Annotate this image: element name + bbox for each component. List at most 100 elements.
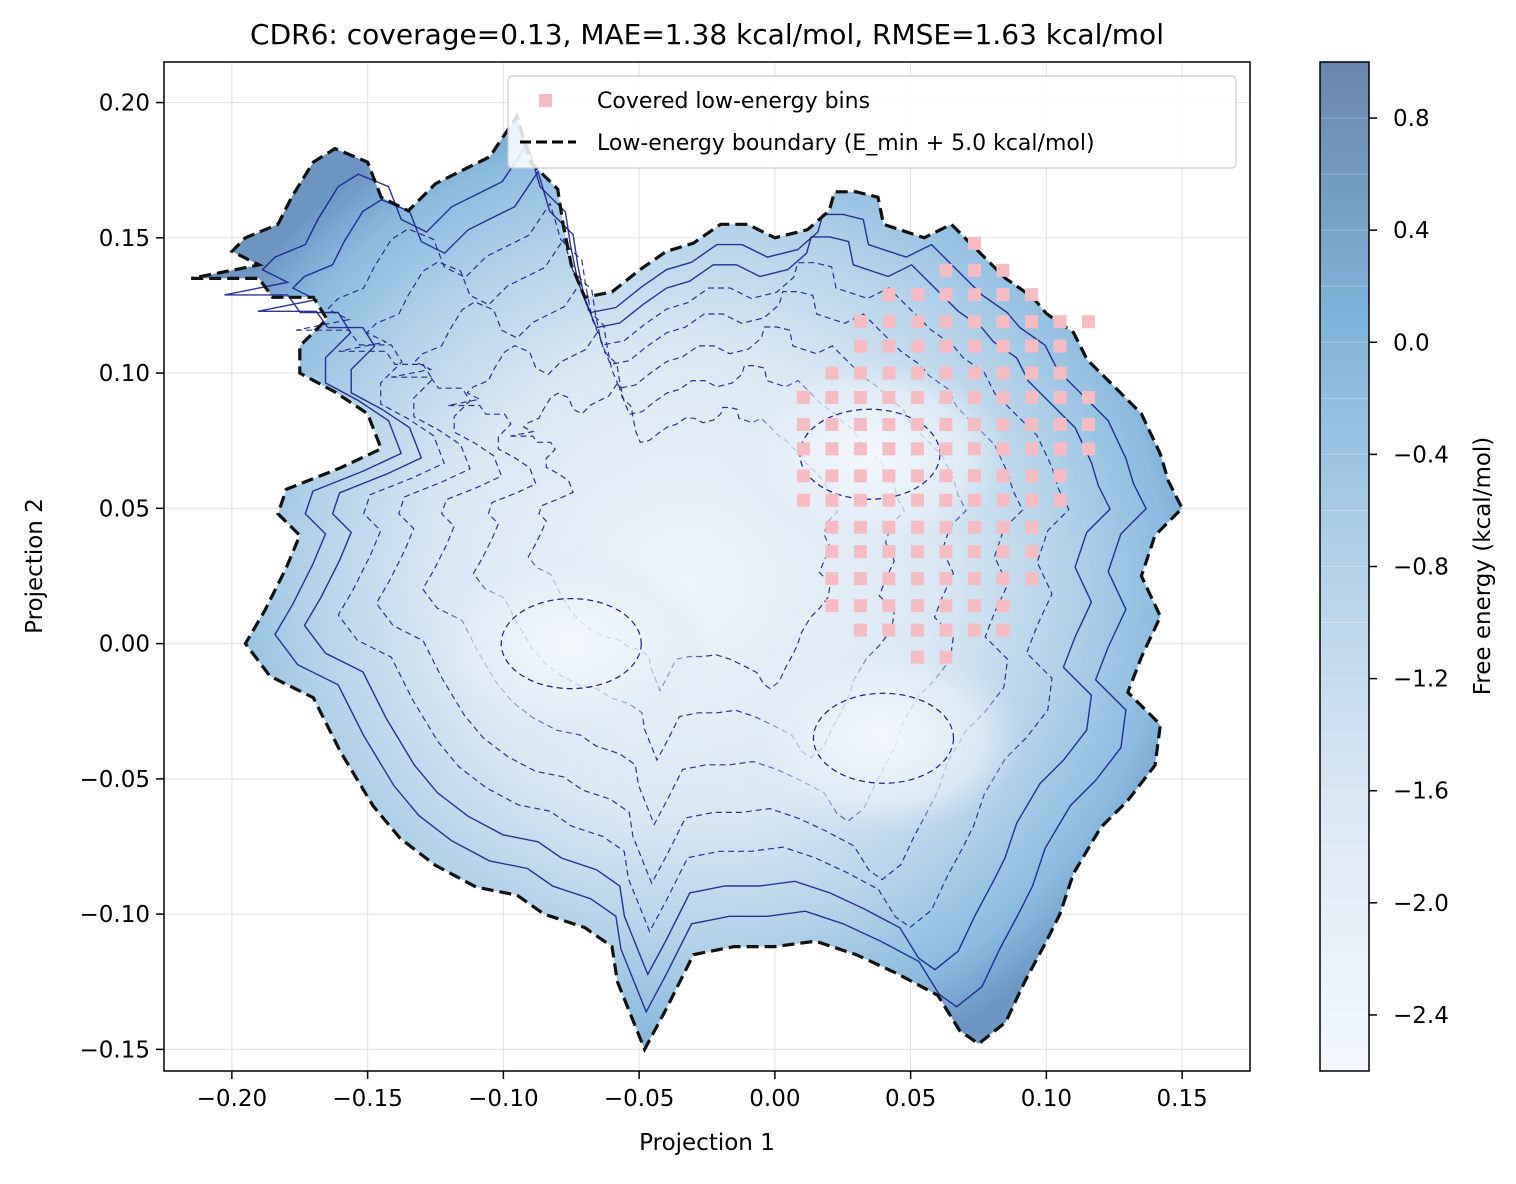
covered-bin xyxy=(1024,545,1038,559)
covered-bin xyxy=(939,390,953,404)
covered-bin xyxy=(996,520,1010,534)
covered-bin xyxy=(939,572,953,586)
covered-bins-layer xyxy=(796,236,1095,664)
y-tick-label: 0.00 xyxy=(99,632,150,658)
free-energy-landscape xyxy=(190,112,1185,1054)
covered-bin xyxy=(825,545,839,559)
colorbar-tick-label: −2.4 xyxy=(1393,1003,1449,1029)
colorbar: −2.4 −2.0 −1.6 −1.2 −0.8 −0.4 0.0 0.4 0.8 Free e… xyxy=(1319,61,1496,1072)
covered-bin xyxy=(996,545,1010,559)
y-tick-label: 0.10 xyxy=(99,361,150,387)
low-energy-boundary xyxy=(190,112,1185,1054)
energy-contour xyxy=(391,281,967,826)
colorbar-tick-label: 0.4 xyxy=(1393,218,1430,244)
covered-bin xyxy=(1053,417,1067,431)
y-axis-label: Projection 2 xyxy=(22,498,48,634)
covered-bin xyxy=(939,417,953,431)
covered-bin xyxy=(939,545,953,559)
covered-bin xyxy=(910,469,924,483)
covered-bin xyxy=(939,288,953,302)
colorbar-label: Free energy (kcal/mol) xyxy=(1470,437,1496,696)
colorbar-tick-label: 0.0 xyxy=(1393,330,1430,356)
covered-bin xyxy=(910,442,924,456)
covered-bin xyxy=(939,650,953,664)
covered-bin xyxy=(882,417,896,431)
colorbar-ticks: −2.4 −2.0 −1.6 −1.2 −0.8 −0.4 0.0 0.4 0.8 xyxy=(1369,106,1449,1029)
covered-bin xyxy=(910,288,924,302)
covered-bin xyxy=(825,520,839,534)
covered-bin xyxy=(910,390,924,404)
covered-bin xyxy=(853,599,867,613)
covered-bin xyxy=(853,366,867,380)
covered-bin xyxy=(825,366,839,380)
covered-bin xyxy=(796,417,810,431)
covered-bin xyxy=(939,339,953,353)
covered-bin xyxy=(910,572,924,586)
energy-minimum xyxy=(743,643,1024,834)
x-tick-label: 0.05 xyxy=(885,1086,936,1112)
covered-bin xyxy=(1081,390,1095,404)
covered-bin xyxy=(1053,442,1067,456)
legend-box xyxy=(507,75,1237,169)
covered-bin xyxy=(910,339,924,353)
energy-minimum-contour xyxy=(812,692,955,784)
x-tick-label: −0.15 xyxy=(332,1086,402,1112)
covered-bin xyxy=(967,315,981,329)
y-tick-label: 0.20 xyxy=(99,91,150,117)
covered-bin xyxy=(996,493,1010,507)
covered-bin xyxy=(853,315,867,329)
covered-bin xyxy=(882,520,896,534)
covered-bin xyxy=(967,572,981,586)
covered-bin xyxy=(967,469,981,483)
covered-bin xyxy=(967,493,981,507)
covered-bin xyxy=(1024,366,1038,380)
y-tick-label: 0.05 xyxy=(99,496,150,522)
covered-bin xyxy=(825,493,839,507)
covered-bin xyxy=(1053,469,1067,483)
covered-bin xyxy=(882,315,896,329)
covered-bin xyxy=(996,339,1010,353)
covered-bin xyxy=(939,520,953,534)
energy-minimum-contour xyxy=(500,597,642,690)
energy-contour xyxy=(295,202,1070,933)
y-tick-label: −0.15 xyxy=(80,1037,150,1063)
covered-bin xyxy=(967,599,981,613)
energy-minimum xyxy=(729,359,1010,550)
covered-bin xyxy=(967,339,981,353)
covered-bin xyxy=(996,623,1010,637)
covered-bin xyxy=(910,650,924,664)
x-tick-label: 0.15 xyxy=(1157,1086,1208,1112)
covered-bin xyxy=(882,469,896,483)
covered-bin xyxy=(853,623,867,637)
covered-bin xyxy=(910,315,924,329)
covered-bin xyxy=(853,493,867,507)
covered-bin xyxy=(825,390,839,404)
x-tick-label: 0.00 xyxy=(749,1086,800,1112)
covered-bin xyxy=(1053,390,1067,404)
covered-bin xyxy=(996,390,1010,404)
x-tick-label: −0.05 xyxy=(604,1086,674,1112)
covered-bin xyxy=(910,417,924,431)
covered-bin xyxy=(825,417,839,431)
covered-bin xyxy=(1053,366,1067,380)
x-tick-label: 0.10 xyxy=(1021,1086,1072,1112)
covered-bin xyxy=(910,545,924,559)
covered-bin xyxy=(853,442,867,456)
covered-bin xyxy=(967,390,981,404)
covered-bin xyxy=(939,623,953,637)
covered-bin xyxy=(1053,339,1067,353)
colorbar-tick-label: 0.8 xyxy=(1393,106,1430,132)
covered-bin xyxy=(853,545,867,559)
covered-bin xyxy=(939,599,953,613)
covered-bin xyxy=(1053,493,1067,507)
covered-bin xyxy=(1024,520,1038,534)
covered-bin xyxy=(853,339,867,353)
covered-bin xyxy=(996,469,1010,483)
covered-bin xyxy=(853,572,867,586)
chart-title: CDR6: coverage=0.13, MAE=1.38 kcal/mol, … xyxy=(250,18,1164,51)
covered-bin xyxy=(996,288,1010,302)
covered-bin xyxy=(853,390,867,404)
legend-marker-covered-bins xyxy=(539,94,552,107)
covered-bin xyxy=(967,263,981,277)
